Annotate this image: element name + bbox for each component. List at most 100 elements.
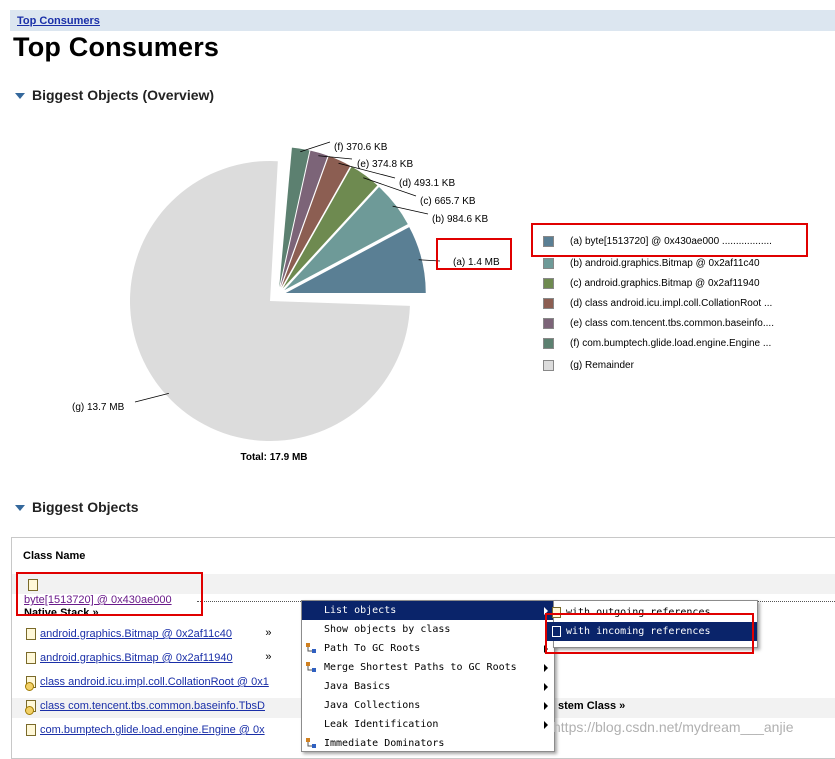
context-submenu: with outgoing references with incoming re… [546,600,758,648]
menu-item-label: Merge Shortest Paths to GC Roots [324,662,517,673]
system-class-link[interactable]: stem Class » [558,700,626,712]
context-menu: List objects Show objects by class Path To… [301,600,555,752]
menu-item-show-objects-by-class[interactable]: Show objects by class [302,620,554,639]
pie-leader-line [134,392,169,403]
collapse-triangle-icon[interactable] [15,505,25,511]
legend-swatch [543,258,554,269]
reference-file-icon [552,607,561,618]
legend-swatch [543,278,554,289]
highlight-row-a [16,572,203,616]
submenu-item-with-incoming-references[interactable]: with incoming references [546,622,757,641]
pie-slice-a [285,227,426,294]
pie-label-d: (d) 493.1 KB [399,178,455,189]
legend-swatch [543,318,554,329]
pie-leader-line [318,155,353,160]
pie-leader-line [338,162,396,179]
section-heading-objects: Biggest Objects [32,499,139,515]
legend-text: (c) android.graphics.Bitmap @ 0x2af11940 [570,278,760,289]
class-icon [25,676,36,691]
legend-swatch [543,236,554,247]
pie-label-a: (a) 1.4 MB [453,257,500,268]
submenu-arrow-icon [544,702,548,710]
legend-text: (f) com.bumptech.glide.load.engine.Engin… [570,338,772,349]
menu-item-java-collections[interactable]: Java Collections [302,696,554,715]
page-title: Top Consumers [13,32,220,62]
submenu-item-label: with incoming references [566,626,711,637]
object-link[interactable]: android.graphics.Bitmap @ 0x2af11c40 [40,628,232,640]
class-badge-icon [25,682,34,691]
pie-label-c: (c) 665.7 KB [420,196,476,207]
pie-label-b: (b) 984.6 KB [432,214,488,225]
breadcrumb[interactable]: Top Consumers [17,15,100,27]
menu-item-leak-identification[interactable]: Leak Identification [302,715,554,734]
menu-item-path-to-gc-roots[interactable]: Path To GC Roots [302,639,554,658]
pie-leader-line [363,177,417,197]
legend-text: (b) android.graphics.Bitmap @ 0x2af11c40 [570,258,760,269]
pie-label-g: (g) 13.7 MB [72,402,125,413]
pie-leader-line [300,141,331,153]
object-link[interactable]: byte[1513720] @ 0x430ae000 [24,594,172,606]
object-link[interactable]: com.bumptech.glide.load.engine.Engine @ … [40,724,265,736]
object-link[interactable]: android.graphics.Bitmap @ 0x2af11940 [40,652,233,664]
legend-text: (g) Remainder [570,360,634,371]
legend-text: (a) byte[1513720] @ 0x430ae000 .........… [570,236,772,247]
class-icon [25,700,36,715]
file-icon [28,579,38,591]
highlight-legend-a [531,223,808,257]
section-heading-overview: Biggest Objects (Overview) [32,87,215,103]
legend-swatch [543,338,554,349]
submenu-arrow-icon [544,607,548,615]
menu-item-label: List objects [324,605,397,616]
reference-file-icon [552,626,561,637]
menu-item-list-objects[interactable]: List objects [302,601,554,620]
pie-slice-c [282,166,378,289]
legend-text: (e) class com.tencent.tbs.common.baseinf… [570,318,774,329]
highlight-label-a [436,238,512,270]
path-icon [306,643,316,653]
submenu-arrow-icon [544,721,548,729]
pie-leader-line [392,205,429,215]
pie-slice-f [279,147,310,288]
table-header-class-name: Class Name [23,550,86,562]
pie-slice-g [129,161,410,441]
pie-slice-e [280,150,328,288]
menu-item-immediate-dominators[interactable]: Immediate Dominators [302,734,554,753]
menu-item-label: Java Collections [324,700,421,711]
menu-item-java-basics[interactable]: Java Basics [302,677,554,696]
class-badge-icon [25,706,34,715]
menu-item-label: Show objects by class [324,624,451,635]
legend-swatch [543,360,554,371]
submenu-item-label: with outgoing references [566,607,711,618]
merge-icon [306,662,316,672]
pie-label-e: (e) 374.8 KB [357,159,413,170]
file-icon [26,724,36,736]
collapse-triangle-icon[interactable] [15,93,25,99]
pie-label-f: (f) 370.6 KB [334,142,388,153]
native-stack-link[interactable]: Native Stack » [24,607,99,619]
menu-item-label: Immediate Dominators [324,738,445,749]
menu-item-label: Path To GC Roots [324,643,421,654]
row-expand-arrow[interactable]: » [265,651,272,663]
menu-item-label: Java Basics [324,681,391,692]
submenu-arrow-icon [544,664,548,672]
file-icon [26,628,36,640]
pie-chart: (a) 1.4 MB (b) 984.6 KB (c) 665.7 KB (d) 49… [72,141,500,463]
breadcrumb-bar [10,10,835,31]
row-expand-arrow[interactable]: » [265,627,272,639]
object-link[interactable]: class com.tencent.tbs.common.baseinfo.Tb… [40,700,265,712]
pie-slice-d [281,156,351,288]
menu-item-label: Leak Identification [324,719,439,730]
dominator-icon [306,738,316,748]
highlight-incoming-references [545,613,754,654]
submenu-arrow-icon [544,683,548,691]
object-link[interactable]: class android.icu.impl.coll.CollationRoo… [40,676,269,688]
legend-swatch [543,298,554,309]
file-icon [26,652,36,664]
legend-text: (d) class android.icu.impl.coll.Collatio… [570,298,773,309]
watermark: https://blog.csdn.net/mydream___anjie [553,719,794,735]
chart-total-label: Total: 17.9 MB [240,452,307,463]
submenu-item-with-outgoing-references[interactable]: with outgoing references [546,603,757,622]
menu-item-merge-shortest-paths-to-gc-roots[interactable]: Merge Shortest Paths to GC Roots [302,658,554,677]
pie-slice-b [284,186,408,291]
table-row-bg [12,574,835,594]
